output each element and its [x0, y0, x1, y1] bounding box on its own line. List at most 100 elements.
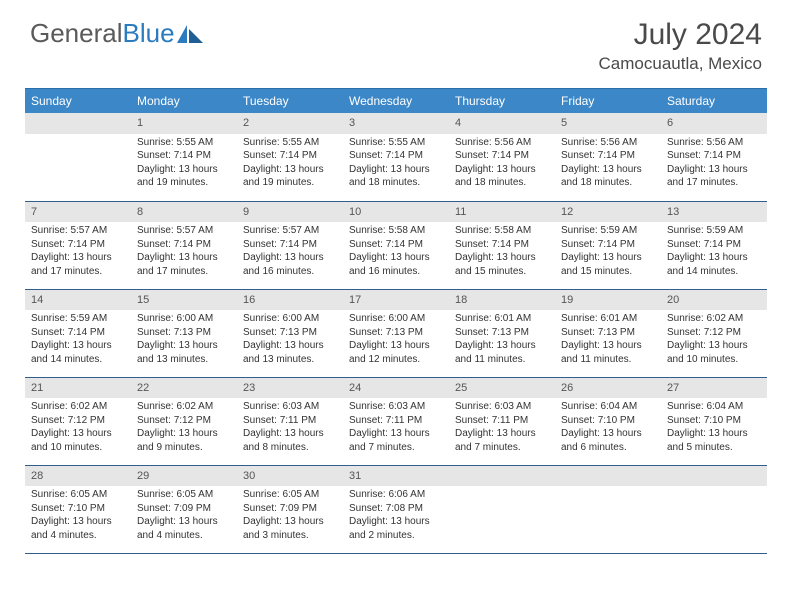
day-line-ss: Sunset: 7:14 PM — [455, 238, 549, 252]
day-line-sr: Sunrise: 6:05 AM — [31, 488, 125, 502]
day-line-dl1: Daylight: 13 hours — [455, 427, 549, 441]
day-content: Sunrise: 5:57 AMSunset: 7:14 PMDaylight:… — [131, 222, 237, 282]
brand-part1: General — [30, 18, 123, 49]
day-line-dl2: and 12 minutes. — [349, 353, 443, 367]
day-cell: 3Sunrise: 5:55 AMSunset: 7:14 PMDaylight… — [343, 113, 449, 201]
day-content: Sunrise: 5:57 AMSunset: 7:14 PMDaylight:… — [25, 222, 131, 282]
day-cell: 1Sunrise: 5:55 AMSunset: 7:14 PMDaylight… — [131, 113, 237, 201]
day-line-dl1: Daylight: 13 hours — [455, 339, 549, 353]
day-number: 12 — [555, 202, 661, 223]
day-line-dl1: Daylight: 13 hours — [349, 427, 443, 441]
day-number: 15 — [131, 290, 237, 311]
day-number: 31 — [343, 466, 449, 487]
day-line-ss: Sunset: 7:12 PM — [31, 414, 125, 428]
day-line-dl1: Daylight: 13 hours — [667, 251, 761, 265]
day-number: 6 — [661, 113, 767, 134]
day-line-ss: Sunset: 7:14 PM — [137, 149, 231, 163]
brand-logo: GeneralBlue — [30, 18, 205, 49]
day-line-dl2: and 6 minutes. — [561, 441, 655, 455]
day-content: Sunrise: 5:56 AMSunset: 7:14 PMDaylight:… — [449, 134, 555, 194]
day-line-dl1: Daylight: 13 hours — [137, 251, 231, 265]
day-number: 19 — [555, 290, 661, 311]
day-line-dl1: Daylight: 13 hours — [137, 515, 231, 529]
day-cell: 8Sunrise: 5:57 AMSunset: 7:14 PMDaylight… — [131, 201, 237, 289]
day-number: 8 — [131, 202, 237, 223]
day-line-dl2: and 17 minutes. — [31, 265, 125, 279]
day-line-sr: Sunrise: 6:03 AM — [349, 400, 443, 414]
day-content: Sunrise: 6:05 AMSunset: 7:09 PMDaylight:… — [237, 486, 343, 546]
day-content: Sunrise: 6:06 AMSunset: 7:08 PMDaylight:… — [343, 486, 449, 546]
day-cell — [661, 465, 767, 553]
day-cell: 28Sunrise: 6:05 AMSunset: 7:10 PMDayligh… — [25, 465, 131, 553]
weekday-header: Wednesday — [343, 89, 449, 114]
day-cell: 9Sunrise: 5:57 AMSunset: 7:14 PMDaylight… — [237, 201, 343, 289]
day-line-sr: Sunrise: 6:05 AM — [137, 488, 231, 502]
day-line-dl1: Daylight: 13 hours — [137, 427, 231, 441]
day-content: Sunrise: 5:59 AMSunset: 7:14 PMDaylight:… — [25, 310, 131, 370]
day-content: Sunrise: 6:01 AMSunset: 7:13 PMDaylight:… — [449, 310, 555, 370]
day-number: 16 — [237, 290, 343, 311]
day-line-dl2: and 10 minutes. — [31, 441, 125, 455]
day-number: 2 — [237, 113, 343, 134]
day-cell: 10Sunrise: 5:58 AMSunset: 7:14 PMDayligh… — [343, 201, 449, 289]
day-line-dl2: and 7 minutes. — [349, 441, 443, 455]
week-row: 7Sunrise: 5:57 AMSunset: 7:14 PMDaylight… — [25, 201, 767, 289]
day-line-dl1: Daylight: 13 hours — [349, 251, 443, 265]
day-line-sr: Sunrise: 5:59 AM — [667, 224, 761, 238]
day-number: 5 — [555, 113, 661, 134]
day-content: Sunrise: 6:02 AMSunset: 7:12 PMDaylight:… — [131, 398, 237, 458]
day-line-ss: Sunset: 7:14 PM — [243, 149, 337, 163]
day-line-dl1: Daylight: 13 hours — [243, 339, 337, 353]
month-title: July 2024 — [599, 18, 762, 52]
day-line-ss: Sunset: 7:14 PM — [455, 149, 549, 163]
day-cell: 7Sunrise: 5:57 AMSunset: 7:14 PMDaylight… — [25, 201, 131, 289]
day-cell — [555, 465, 661, 553]
day-content: Sunrise: 6:04 AMSunset: 7:10 PMDaylight:… — [555, 398, 661, 458]
calendar-body: 1Sunrise: 5:55 AMSunset: 7:14 PMDaylight… — [25, 113, 767, 553]
calendar-table: Sunday Monday Tuesday Wednesday Thursday… — [25, 88, 767, 554]
day-line-ss: Sunset: 7:12 PM — [667, 326, 761, 340]
day-line-sr: Sunrise: 6:00 AM — [137, 312, 231, 326]
day-line-dl1: Daylight: 13 hours — [667, 339, 761, 353]
day-line-dl2: and 14 minutes. — [31, 353, 125, 367]
day-line-ss: Sunset: 7:09 PM — [243, 502, 337, 516]
day-line-sr: Sunrise: 5:57 AM — [137, 224, 231, 238]
day-line-sr: Sunrise: 5:56 AM — [667, 136, 761, 150]
day-cell — [449, 465, 555, 553]
day-line-sr: Sunrise: 6:01 AM — [561, 312, 655, 326]
day-number: 22 — [131, 378, 237, 399]
weekday-header: Sunday — [25, 89, 131, 114]
day-line-ss: Sunset: 7:14 PM — [31, 326, 125, 340]
day-number: 24 — [343, 378, 449, 399]
title-block: July 2024 Camocuautla, Mexico — [599, 18, 762, 74]
day-content: Sunrise: 6:00 AMSunset: 7:13 PMDaylight:… — [237, 310, 343, 370]
day-line-sr: Sunrise: 6:03 AM — [455, 400, 549, 414]
day-line-ss: Sunset: 7:14 PM — [349, 238, 443, 252]
day-cell: 23Sunrise: 6:03 AMSunset: 7:11 PMDayligh… — [237, 377, 343, 465]
day-line-dl2: and 8 minutes. — [243, 441, 337, 455]
day-line-ss: Sunset: 7:14 PM — [349, 149, 443, 163]
day-line-dl1: Daylight: 13 hours — [31, 339, 125, 353]
day-line-ss: Sunset: 7:14 PM — [137, 238, 231, 252]
weekday-header: Thursday — [449, 89, 555, 114]
day-line-dl1: Daylight: 13 hours — [561, 163, 655, 177]
day-number: 18 — [449, 290, 555, 311]
day-number: 21 — [25, 378, 131, 399]
day-number-empty — [555, 466, 661, 487]
day-cell: 31Sunrise: 6:06 AMSunset: 7:08 PMDayligh… — [343, 465, 449, 553]
day-line-dl1: Daylight: 13 hours — [31, 515, 125, 529]
day-line-dl2: and 18 minutes. — [455, 176, 549, 190]
day-line-ss: Sunset: 7:12 PM — [137, 414, 231, 428]
brand-part2: Blue — [123, 18, 175, 49]
day-cell: 17Sunrise: 6:00 AMSunset: 7:13 PMDayligh… — [343, 289, 449, 377]
day-cell: 18Sunrise: 6:01 AMSunset: 7:13 PMDayligh… — [449, 289, 555, 377]
day-content: Sunrise: 5:58 AMSunset: 7:14 PMDaylight:… — [449, 222, 555, 282]
day-number: 3 — [343, 113, 449, 134]
day-line-ss: Sunset: 7:13 PM — [137, 326, 231, 340]
day-line-dl2: and 19 minutes. — [137, 176, 231, 190]
weekday-header: Tuesday — [237, 89, 343, 114]
day-line-dl1: Daylight: 13 hours — [561, 339, 655, 353]
day-line-sr: Sunrise: 5:58 AM — [455, 224, 549, 238]
day-content: Sunrise: 6:02 AMSunset: 7:12 PMDaylight:… — [25, 398, 131, 458]
day-line-sr: Sunrise: 6:04 AM — [561, 400, 655, 414]
